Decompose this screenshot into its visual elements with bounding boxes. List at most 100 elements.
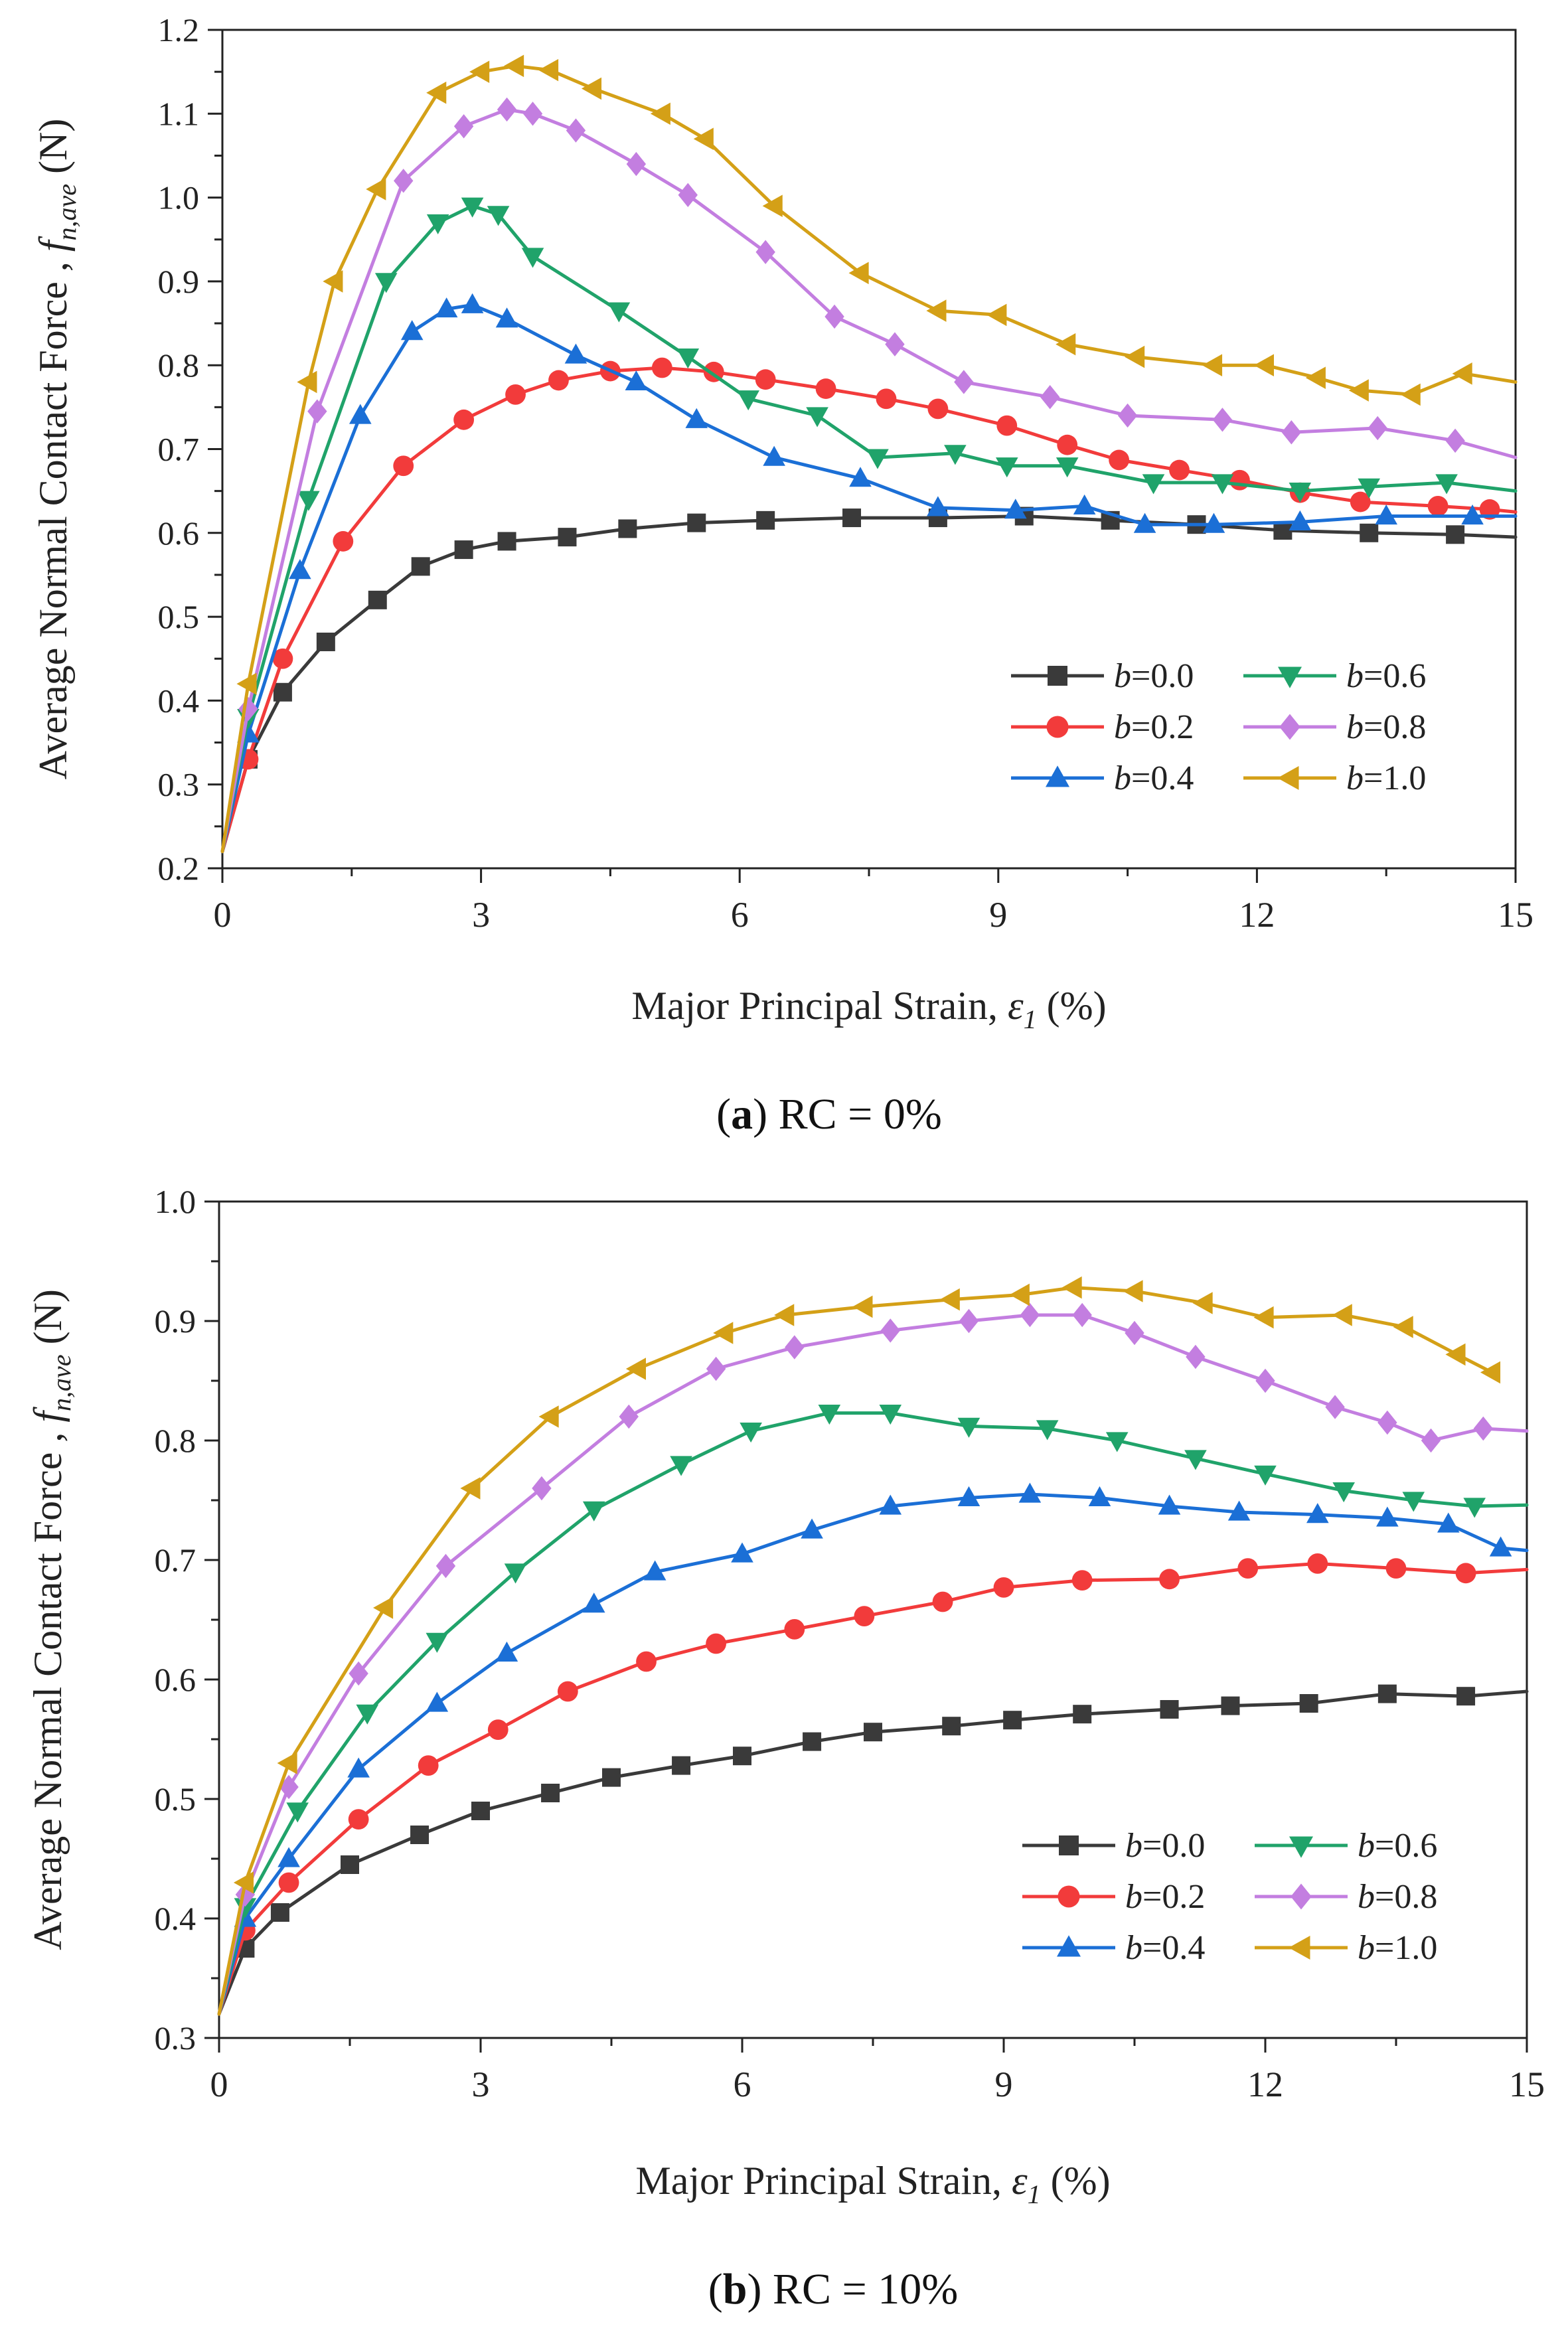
data-point: [366, 178, 386, 200]
data-point: [879, 1494, 902, 1515]
legend-label: b=1.0: [1346, 759, 1426, 797]
legend-label-symbol: b: [1125, 1878, 1142, 1916]
caption-text: RC = 0%: [767, 1090, 942, 1138]
data-point: [959, 1308, 979, 1334]
data-point: [373, 1597, 394, 1619]
y-tick-label: 1.0: [155, 1183, 196, 1220]
data-point: [1452, 362, 1472, 385]
data-point: [277, 1752, 297, 1774]
x-axis-label-unit: (%): [1041, 2159, 1111, 2203]
data-point: [706, 1633, 726, 1654]
data-point: [1375, 505, 1397, 525]
data-point: [453, 114, 474, 139]
legend: b=0.0b=0.2b=0.4b=0.6b=0.8b=1.0: [1011, 657, 1426, 797]
legend-marker: [1278, 666, 1302, 688]
data-point: [349, 1661, 368, 1686]
data-point: [418, 1755, 439, 1776]
data-point: [1202, 354, 1223, 376]
y-tick-label: 0.4: [155, 1900, 196, 1937]
y-axis-label-text: Average Normal Contact Force ,: [31, 252, 75, 779]
legend-label-symbol: b: [1358, 1929, 1375, 1967]
legend-marker: [1048, 666, 1067, 686]
data-point: [1325, 1395, 1345, 1419]
series-line: [220, 303, 1518, 854]
data-point: [1123, 1280, 1143, 1302]
legend-label: b=0.2: [1114, 708, 1194, 746]
data-point: [566, 118, 586, 143]
y-axis-label-unit: (N): [31, 119, 75, 184]
data-point: [818, 1405, 841, 1425]
y-tick-label: 0.5: [155, 1780, 196, 1818]
x-tick-label: 12: [1247, 2065, 1283, 2104]
series-b-0-0: [217, 1684, 1529, 2016]
data-point: [1254, 1465, 1277, 1486]
y-tick-label: 0.7: [155, 1541, 196, 1579]
y-axis-label: Average Normal Contact Force , fn,ave (N…: [31, 119, 82, 780]
y-tick-label: 0.5: [158, 598, 200, 635]
data-point: [1289, 510, 1312, 530]
caption-letter: a: [731, 1090, 753, 1138]
data-point: [1281, 420, 1302, 445]
legend-label-symbol: b: [1125, 1929, 1142, 1967]
data-point: [996, 415, 1018, 436]
data-point: [347, 1757, 370, 1778]
y-tick-label: 0.3: [158, 766, 200, 803]
y-axis-label-unit: (N): [26, 1289, 70, 1354]
data-point: [1125, 1320, 1144, 1346]
data-point: [495, 1641, 518, 1662]
data-point: [374, 273, 398, 293]
data-point: [558, 528, 577, 547]
data-point: [393, 455, 414, 477]
data-point: [1073, 494, 1096, 514]
x-tick-label: 15: [1498, 895, 1533, 935]
data-point: [426, 81, 447, 104]
data-point: [693, 127, 714, 150]
data-point: [706, 1356, 726, 1381]
data-point: [1427, 495, 1449, 516]
data-point: [1125, 345, 1145, 368]
series-b-0-0: [220, 507, 1518, 854]
data-point: [582, 1593, 605, 1613]
data-point: [1212, 408, 1233, 432]
data-point: [286, 1802, 309, 1823]
data-point: [495, 307, 518, 328]
data-point: [1253, 1306, 1274, 1329]
data-point: [1072, 1302, 1092, 1328]
legend-label: b=0.2: [1125, 1878, 1205, 1916]
data-point: [341, 1855, 359, 1874]
data-point: [236, 672, 257, 695]
data-point: [521, 248, 544, 268]
data-point: [522, 102, 543, 126]
series-b-0-4: [217, 1482, 1529, 2016]
panel-caption: (b) RC = 10%: [708, 2265, 958, 2313]
data-point: [348, 1809, 369, 1830]
data-point: [927, 398, 949, 420]
data-point: [435, 297, 458, 318]
data-point: [774, 1304, 795, 1326]
data-point: [538, 58, 559, 82]
data-point: [1445, 428, 1465, 453]
data-point: [650, 102, 670, 125]
data-point: [461, 197, 484, 218]
data-point: [277, 1847, 300, 1867]
caption-paren-open: (: [708, 2265, 723, 2313]
caption-letter: b: [723, 2265, 747, 2313]
series-line: [217, 1561, 1529, 2016]
x-axis-label-symbol: ε: [1012, 2159, 1028, 2203]
data-point: [410, 1826, 430, 1844]
x-tick-label: 12: [1239, 895, 1275, 935]
data-point: [1461, 505, 1484, 525]
legend-label: b=0.8: [1346, 708, 1426, 746]
y-tick-label: 1.1: [158, 95, 200, 132]
caption-paren-open: (: [716, 1090, 731, 1138]
data-point: [864, 1723, 882, 1742]
legend-label-value: =0.6: [1375, 1827, 1437, 1865]
data-point: [1003, 1711, 1022, 1730]
data-point: [426, 1691, 449, 1712]
data-point: [1306, 1503, 1329, 1523]
data-point: [1061, 1276, 1082, 1299]
y-tick-label: 0.6: [158, 514, 200, 552]
data-point: [713, 1322, 734, 1344]
data-point: [957, 1417, 980, 1438]
data-point: [504, 1563, 527, 1584]
